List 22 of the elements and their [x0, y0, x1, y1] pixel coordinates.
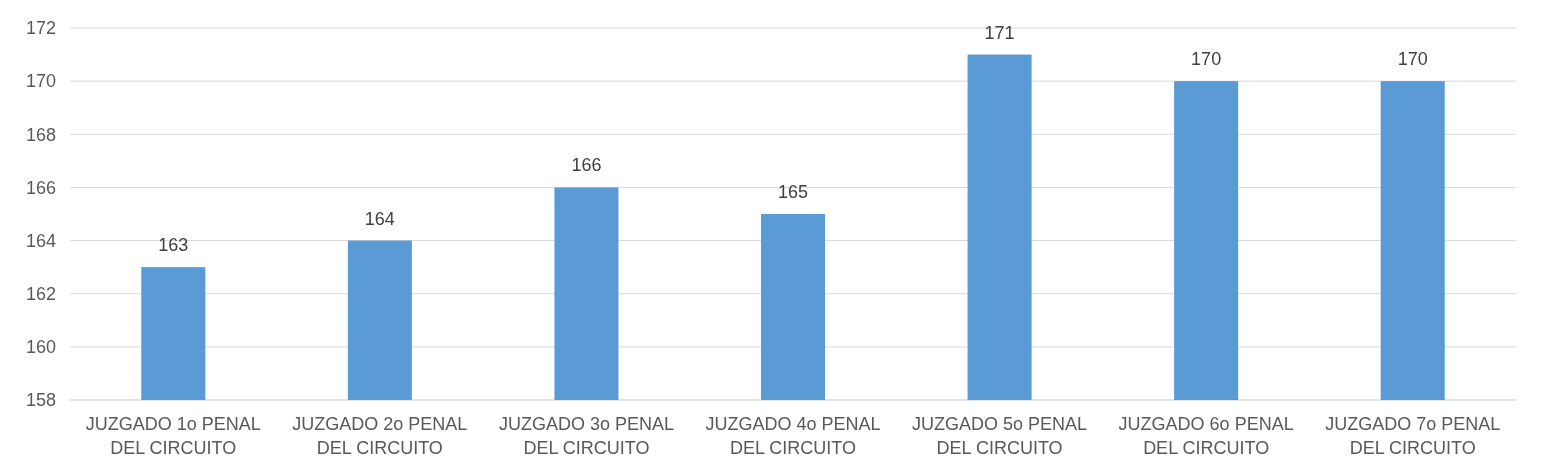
x-tick-label: JUZGADO 7o PENAL DEL CIRCUITO — [1325, 414, 1501, 458]
x-tick-label: JUZGADO 3o PENAL DEL CIRCUITO — [498, 414, 674, 458]
data-label: 170 — [1191, 49, 1222, 70]
data-label: 166 — [571, 155, 602, 176]
y-tick-label: 170 — [25, 71, 56, 92]
y-tick-label: 166 — [25, 177, 56, 198]
x-tick-label: JUZGADO 4o PENAL DEL CIRCUITO — [705, 414, 881, 458]
x-tick-label: JUZGADO 6o PENAL DEL CIRCUITO — [1118, 414, 1294, 458]
x-tick-label: JUZGADO 2o PENAL DEL CIRCUITO — [292, 414, 468, 458]
y-tick-label: 162 — [25, 284, 56, 305]
data-label: 170 — [1397, 49, 1428, 70]
data-label: 164 — [364, 208, 395, 229]
y-tick-label: 160 — [25, 337, 56, 358]
data-label: 165 — [777, 182, 809, 202]
data-label: 171 — [984, 22, 1015, 43]
y-tick-label: 164 — [25, 230, 56, 251]
y-tick-label: 172 — [25, 18, 56, 39]
x-tick-label: JUZGADO 5o PENAL DEL CIRCUITO — [912, 414, 1088, 458]
x-tick-label: JUZGADO 1o PENAL DEL CIRCUITO — [85, 414, 261, 458]
data-label: 163 — [158, 235, 189, 256]
y-tick-label: 158 — [25, 390, 56, 411]
y-tick-label: 168 — [25, 124, 56, 145]
